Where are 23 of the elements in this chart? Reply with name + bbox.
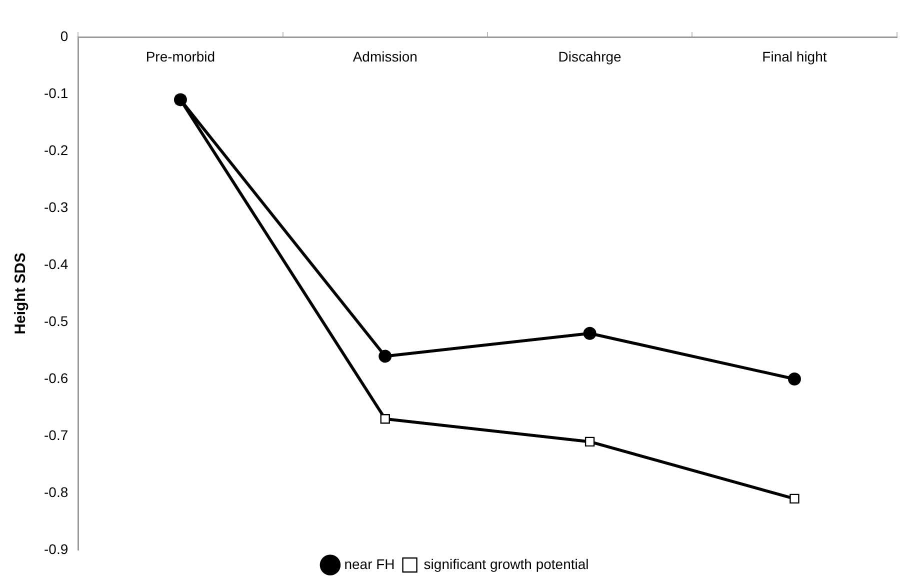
legend-label: significant growth potential	[424, 556, 589, 572]
y-tick-label: 0	[60, 28, 68, 44]
y-tick-label: -0.4	[44, 256, 68, 272]
y-tick-label: -0.8	[44, 484, 68, 500]
point	[584, 436, 595, 447]
point	[788, 372, 801, 386]
point	[583, 326, 596, 340]
y-tick-label: -0.5	[44, 312, 68, 329]
x-tick-label: Discahrge	[558, 48, 622, 64]
x-tick-label: Final hight	[762, 48, 827, 64]
point	[378, 350, 392, 363]
x-tick-label: Pre-morbid	[146, 48, 216, 64]
y-tick-label: -0.7	[44, 426, 68, 443]
point	[790, 494, 800, 504]
point	[380, 414, 390, 424]
y-tick-label: -0.9	[44, 540, 68, 557]
x-tick-label: Admission	[352, 48, 418, 64]
y-tick-label: -0.2	[44, 142, 68, 158]
legend-label: near FH	[344, 556, 395, 572]
y-tick-label: -0.1	[44, 84, 68, 101]
y-tick-label: -0.6	[44, 370, 68, 386]
y-axis-title: Height SDS	[12, 252, 30, 334]
y-tick-label: -0.3	[44, 198, 68, 215]
